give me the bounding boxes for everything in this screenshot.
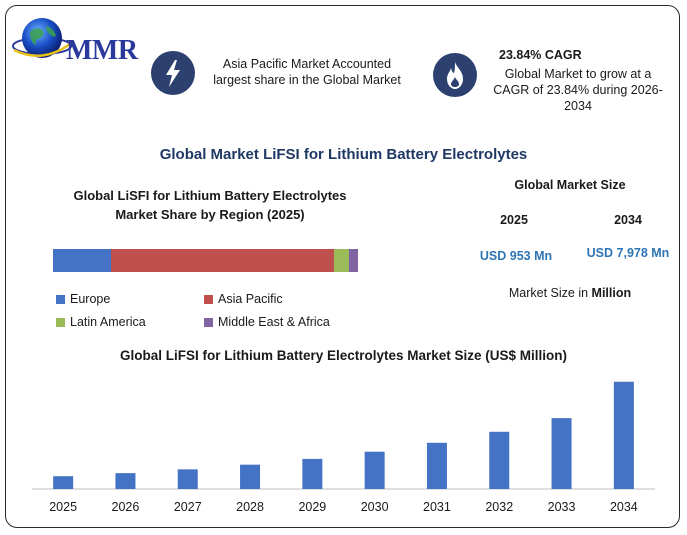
bar-2032 (489, 431, 510, 489)
unit-bold: Million (591, 286, 632, 300)
x-tick-label: 2026 (112, 500, 140, 514)
legend-swatch (204, 317, 213, 327)
legend-label: Asia Pacific (218, 292, 283, 306)
market-size-value-2034: USD 7,978 Mn (586, 246, 670, 260)
x-tick-label: 2025 (49, 500, 77, 514)
bar-2028 (240, 464, 261, 489)
bar-2034 (613, 381, 634, 489)
bar-2031 (426, 442, 447, 489)
lightning-icon (151, 51, 195, 95)
market-size-value-2025: USD 953 Mn (479, 249, 553, 263)
x-tick-label: 2034 (610, 500, 638, 514)
share-segment-middle-east-africa (348, 249, 358, 272)
market-size-title: Global Market Size (514, 178, 626, 192)
flame-icon (433, 53, 477, 97)
bar-2025 (53, 476, 74, 489)
share-stacked-bar (53, 249, 358, 272)
legend-swatch (56, 294, 65, 304)
bar-2033 (551, 418, 572, 489)
mmr-logo: MMR (12, 12, 142, 70)
x-tick-label: 2033 (548, 500, 576, 514)
infographic-frame (5, 5, 680, 528)
market-size-unit: Market Size in Million (480, 286, 660, 300)
bar-2027 (177, 469, 198, 489)
globe-icon (12, 18, 72, 58)
share-segment-latin-america (333, 249, 349, 272)
bar-chart-title: Global LiFSI for Lithium Battery Electro… (119, 348, 568, 363)
x-tick-label: 2030 (361, 500, 389, 514)
callout-right-text: Global Market to grow at a CAGR of 23.84… (493, 67, 663, 113)
bar-2026 (115, 473, 136, 489)
share-segment-asia-pacific (110, 249, 334, 272)
unit-prefix: Market Size in (508, 286, 592, 300)
x-tick-label: 2029 (298, 500, 326, 514)
bar-2030 (364, 451, 385, 489)
x-tick-label: 2028 (236, 500, 264, 514)
bar-2029 (302, 458, 323, 489)
legend-item-asia-pacific: Asia Pacific (204, 292, 283, 306)
page-title: Global Market LiFSI for Lithium Battery … (159, 146, 528, 163)
legend-item-europe: Europe (56, 292, 110, 306)
legend-item-mea: Middle East & Africa (204, 315, 330, 329)
legend-swatch (204, 294, 213, 304)
market-size-year-2034: 2034 (614, 213, 642, 227)
x-tick-label: 2032 (485, 500, 513, 514)
share-chart-title: Global LiSFI for Lithium Battery Electro… (73, 188, 347, 222)
legend-item-latin-america: Latin America (56, 315, 146, 329)
legend-label: Latin America (70, 315, 146, 329)
callout-left-text: Asia Pacific Market Accounted largest sh… (213, 57, 401, 87)
legend-label: Middle East & Africa (218, 315, 330, 329)
share-segment-europe (53, 249, 111, 272)
cagr-title: 23.84% CAGR (499, 48, 582, 62)
x-tick-label: 2031 (423, 500, 451, 514)
legend-swatch (56, 317, 65, 327)
legend-label: Europe (70, 292, 111, 306)
market-size-year-2025: 2025 (500, 213, 528, 227)
logo-text: MMR (66, 35, 138, 66)
x-tick-label: 2027 (174, 500, 202, 514)
